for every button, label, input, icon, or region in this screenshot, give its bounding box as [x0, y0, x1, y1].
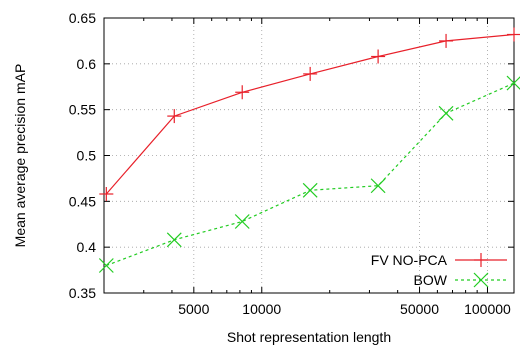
legend-marker [474, 253, 488, 267]
data-point-fv-no-pca [99, 187, 114, 201]
legend-sample-fv-no-pca [455, 253, 507, 267]
data-point-fv-no-pca [507, 27, 520, 42]
y-tick-label: 0.45 [69, 193, 96, 209]
legend-marker [473, 272, 489, 288]
data-point-bow [370, 178, 386, 194]
x-tick-label: 5000 [178, 301, 209, 317]
legend-sample-bow [455, 272, 507, 288]
y-tick-label: 0.35 [69, 285, 96, 301]
data-point-fv-no-pca [439, 33, 454, 48]
axis-ticks: 0.35 0.4 0.45 0.5 0.55 0.6 0.65 5000 10000 50000 1… [69, 10, 514, 317]
legend-label-bow: BOW [414, 272, 448, 288]
x-tick-label: 50000 [400, 301, 439, 317]
x-axis-title: Shot representation length [227, 329, 391, 345]
data-point-fv-no-pca [371, 49, 386, 64]
legend-label-fv-no-pca: FV NO-PCA [371, 252, 448, 268]
y-tick-label: 0.4 [77, 239, 97, 255]
legend: FV NO-PCA BOW [371, 252, 507, 288]
series-line-fv-no-pca [105, 33, 515, 195]
data-point-bow [506, 75, 520, 91]
data-point-fv-no-pca [167, 109, 182, 124]
data-point-fv-no-pca [235, 85, 250, 100]
y-tick-label: 0.65 [69, 10, 96, 26]
data-point-bow [98, 258, 114, 273]
y-tick-label: 0.55 [69, 102, 96, 118]
data-point-fv-no-pca [303, 66, 318, 81]
x-tick-label: 100000 [464, 301, 511, 317]
series-line-bow [106, 82, 515, 267]
x-tick-label: 10000 [242, 301, 281, 317]
y-axis-title: Mean average precision mAP [12, 64, 28, 248]
data-point-bow [438, 105, 454, 121]
series-layer [98, 27, 520, 273]
data-point-bow [166, 232, 182, 248]
data-point-bow [302, 182, 318, 198]
data-point-bow [234, 214, 250, 229]
grid [104, 18, 514, 293]
y-tick-label: 0.6 [77, 56, 97, 72]
y-tick-label: 0.5 [77, 148, 97, 164]
